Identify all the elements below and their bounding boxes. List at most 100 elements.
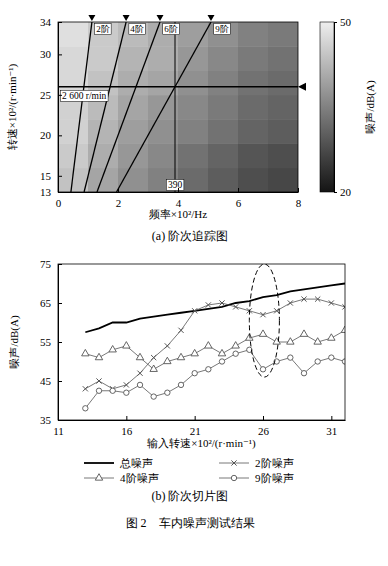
tick-label: 15 [40,170,52,182]
label-background [95,24,112,35]
heatmap-cell [178,95,209,120]
tick-label: 21 [190,425,201,437]
series-line [85,330,345,369]
tick: 8 [296,188,302,209]
chart-a: 2 600 r/min3902阶4阶6阶9阶02468131520253034频… [6,15,377,243]
marker [329,300,334,305]
order-line [117,22,212,192]
heatmap-cell [208,71,239,96]
legend-swatch [84,462,114,464]
order-label: 6阶 [164,24,178,34]
marker [136,353,143,359]
marker [259,330,266,336]
tick-mark [334,22,337,23]
tick-label: 4 [176,197,182,209]
tick-label: 0 [56,197,62,209]
heatmap-cell [58,119,89,144]
heatmap-cell [268,95,298,120]
tick: 45 [40,375,62,387]
tick-mark [238,188,239,192]
tick-mark [178,188,179,192]
heatmap-cell [178,143,209,168]
heatmap-cell [118,143,149,168]
heatmap-cell [118,46,149,71]
tick: 20 [40,129,62,141]
tick-mark [58,381,62,382]
heatmap-cell [88,119,119,144]
marker [288,355,293,360]
figure: 2 600 r/min3902阶4阶6阶9阶02468131520253034频… [0,0,388,566]
colorbar-title: 噪声/dB(A) [364,80,377,134]
marker [206,302,211,307]
heatmap-cell [208,143,239,168]
marker [109,346,116,352]
axis: 1116212631 [53,416,345,437]
heatmap-cell [148,71,179,96]
tick-mark [58,342,62,343]
tick-mark [118,188,119,192]
legend-label: 9阶噪声 [255,472,294,484]
marker [329,355,334,360]
tick: 4 [176,188,182,209]
order-pointer [208,15,215,21]
heatmap-cell [238,22,269,47]
tick-label: 55 [40,336,52,348]
tick-mark [331,416,332,420]
heatmap-cell [58,22,89,47]
marker [151,394,156,399]
tick-label: 75 [40,258,52,270]
tick: 65 [40,297,62,309]
marker [233,351,238,356]
tick-label: 16 [121,425,133,437]
heatmap-cell [148,143,179,168]
marker [232,342,239,348]
marker [95,353,102,359]
tick-mark [298,188,299,192]
reference-arrow [298,83,306,91]
marker [192,308,197,313]
heatmap-cell [178,46,209,71]
legend-label: 4阶噪声 [120,472,159,484]
heatmap-cell [208,22,239,47]
marker [315,359,320,364]
heatmap-cell [268,22,298,47]
marker [178,328,183,333]
tick-label: 34 [40,16,52,28]
heatmap-cell [118,71,149,96]
marker [219,300,224,305]
tick: 31 [326,416,337,437]
marker [341,326,345,332]
order-label: 4阶 [130,24,144,34]
marker [206,367,211,372]
label-background [61,90,109,101]
tick-mark [58,22,62,23]
marker [314,338,321,344]
reference-line [58,86,298,88]
order-pointer [88,15,95,21]
axis: 02468 [56,188,302,209]
marker [177,353,184,359]
tick-mark [126,416,127,420]
tick: 50 [334,16,352,28]
x-axis-title: 频率×10²/Hz [149,208,208,220]
heatmap-cell [88,168,119,192]
marker [233,304,238,309]
tick: 26 [258,416,270,437]
marker [96,388,101,393]
heatmap-cell [238,168,269,192]
tick-label: 20 [340,186,352,198]
heatmap-cell [58,143,89,168]
tick-mark [58,135,62,136]
tick-label: 20 [40,129,52,141]
x-axis-title: 输入转速×10²/(r·min⁻¹) [147,437,256,450]
tick-label: 31 [326,425,337,437]
colorbar [320,22,334,192]
tick: 2 [116,188,122,209]
tick: 75 [40,258,62,270]
label-background [166,180,184,191]
axis-line [59,192,299,193]
heatmap-cell [268,71,298,96]
marker [219,359,224,364]
tick-mark [58,54,62,55]
tick: 30 [40,48,62,60]
